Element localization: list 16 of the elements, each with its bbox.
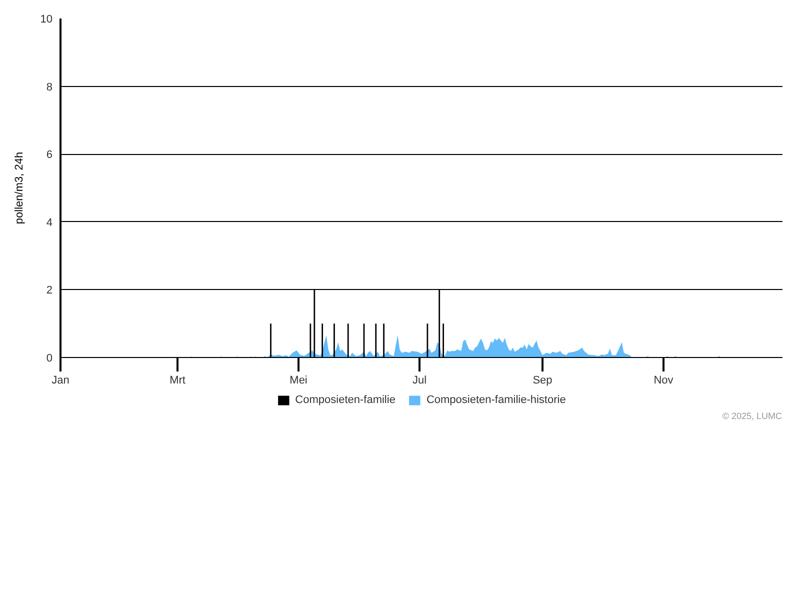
y-tick-label: 6 xyxy=(46,149,53,162)
text: © 2025, LUMC xyxy=(722,411,782,422)
legend-label: Composieten-familie xyxy=(295,394,396,406)
y-tick-label: 0 xyxy=(46,352,53,364)
y-tick-label: 4 xyxy=(46,216,53,229)
x-tick-label: Mei xyxy=(290,374,308,386)
y-axis-title: pollen/m3, 24h xyxy=(13,152,26,224)
x-tick-label: Jul xyxy=(412,374,427,386)
y-tick-label: 2 xyxy=(46,284,53,297)
x-tick-label: Mrt xyxy=(170,374,186,386)
x-tick-label: Jan xyxy=(52,374,70,386)
y-tick-label: 8 xyxy=(46,81,53,94)
x-tick-label: Nov xyxy=(654,374,674,386)
y-tick-label: 10 xyxy=(40,14,53,26)
x-tick-label: Sep xyxy=(532,374,552,386)
legend-label: Composieten-familie-historie xyxy=(426,394,566,406)
